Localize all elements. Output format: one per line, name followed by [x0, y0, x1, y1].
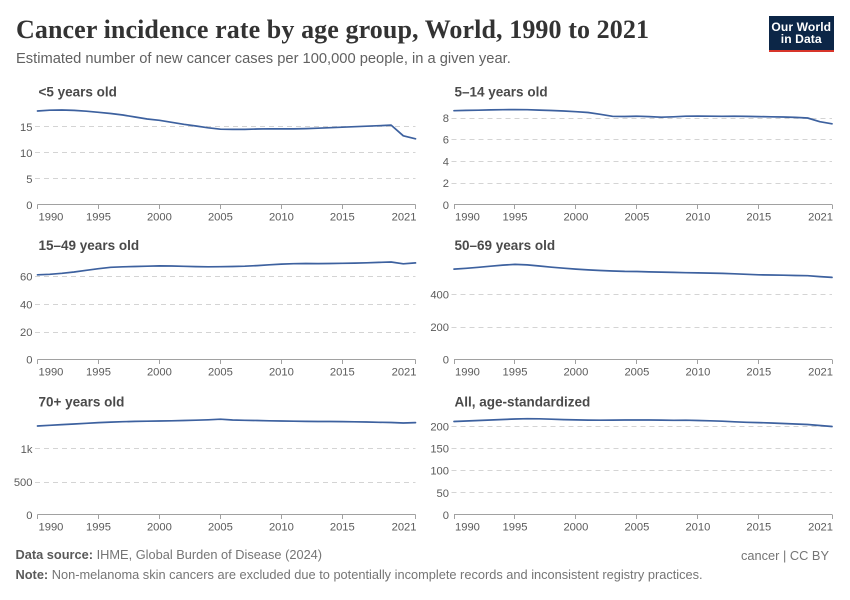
- svg-text:2000: 2000: [147, 522, 172, 534]
- svg-text:0: 0: [443, 510, 449, 522]
- svg-text:2015: 2015: [746, 212, 771, 224]
- svg-text:2005: 2005: [208, 366, 233, 378]
- svg-text:400: 400: [430, 290, 449, 302]
- svg-text:0: 0: [26, 510, 32, 522]
- svg-text:1990: 1990: [39, 366, 64, 378]
- svg-text:70+ years old: 70+ years old: [39, 395, 125, 410]
- svg-text:1990: 1990: [455, 366, 480, 378]
- svg-text:200: 200: [430, 421, 449, 433]
- svg-text:8: 8: [443, 113, 449, 125]
- svg-text:1995: 1995: [86, 522, 111, 534]
- svg-text:2000: 2000: [563, 522, 588, 534]
- svg-text:2005: 2005: [208, 522, 233, 534]
- svg-text:1990: 1990: [455, 212, 480, 224]
- svg-text:2021: 2021: [808, 366, 833, 378]
- svg-text:All, age-standardized: All, age-standardized: [455, 395, 591, 410]
- svg-text:2005: 2005: [208, 212, 233, 224]
- svg-text:2005: 2005: [624, 522, 649, 534]
- svg-text:2000: 2000: [563, 212, 588, 224]
- svg-text:150: 150: [430, 444, 449, 456]
- svg-text:15: 15: [20, 122, 32, 134]
- svg-text:0: 0: [443, 355, 449, 367]
- svg-text:2010: 2010: [269, 366, 294, 378]
- svg-text:2015: 2015: [330, 522, 355, 534]
- svg-text:0: 0: [26, 355, 32, 367]
- svg-text:2021: 2021: [392, 366, 417, 378]
- svg-text:2000: 2000: [147, 212, 172, 224]
- svg-text:2015: 2015: [746, 366, 771, 378]
- svg-text:60: 60: [20, 272, 32, 284]
- svg-text:1995: 1995: [86, 212, 111, 224]
- svg-text:2021: 2021: [808, 212, 833, 224]
- svg-text:50–69 years old: 50–69 years old: [455, 238, 556, 253]
- svg-text:15–49 years old: 15–49 years old: [39, 238, 140, 253]
- svg-text:2: 2: [443, 178, 449, 190]
- svg-text:5–14 years old: 5–14 years old: [455, 85, 548, 100]
- svg-text:2021: 2021: [392, 522, 417, 534]
- svg-text:1995: 1995: [503, 212, 528, 224]
- svg-text:4: 4: [443, 156, 449, 168]
- svg-text:5: 5: [26, 174, 32, 186]
- svg-text:2000: 2000: [563, 366, 588, 378]
- svg-text:2005: 2005: [624, 212, 649, 224]
- svg-text:2015: 2015: [746, 522, 771, 534]
- svg-text:1k: 1k: [21, 444, 33, 456]
- svg-text:200: 200: [430, 322, 449, 334]
- svg-text:1990: 1990: [39, 212, 64, 224]
- svg-text:6: 6: [443, 135, 449, 147]
- svg-text:2000: 2000: [147, 366, 172, 378]
- svg-text:1995: 1995: [503, 522, 528, 534]
- svg-text:0: 0: [443, 200, 449, 212]
- svg-text:2010: 2010: [269, 212, 294, 224]
- svg-text:10: 10: [20, 148, 32, 160]
- svg-text:2010: 2010: [685, 212, 710, 224]
- svg-text:2021: 2021: [808, 522, 833, 534]
- svg-text:20: 20: [20, 327, 32, 339]
- svg-text:500: 500: [14, 477, 33, 489]
- svg-text:1995: 1995: [86, 366, 111, 378]
- svg-text:2010: 2010: [685, 366, 710, 378]
- svg-text:1995: 1995: [503, 366, 528, 378]
- svg-text:50: 50: [437, 488, 449, 500]
- svg-text:2015: 2015: [330, 212, 355, 224]
- svg-text:0: 0: [26, 200, 32, 212]
- svg-text:2015: 2015: [330, 366, 355, 378]
- svg-text:40: 40: [20, 299, 32, 311]
- svg-text:2010: 2010: [269, 522, 294, 534]
- svg-text:1990: 1990: [455, 522, 480, 534]
- svg-text:2010: 2010: [685, 522, 710, 534]
- svg-text:<5 years old: <5 years old: [39, 85, 117, 100]
- svg-text:1990: 1990: [39, 522, 64, 534]
- svg-text:2021: 2021: [392, 212, 417, 224]
- svg-text:100: 100: [430, 466, 449, 478]
- svg-text:2005: 2005: [624, 366, 649, 378]
